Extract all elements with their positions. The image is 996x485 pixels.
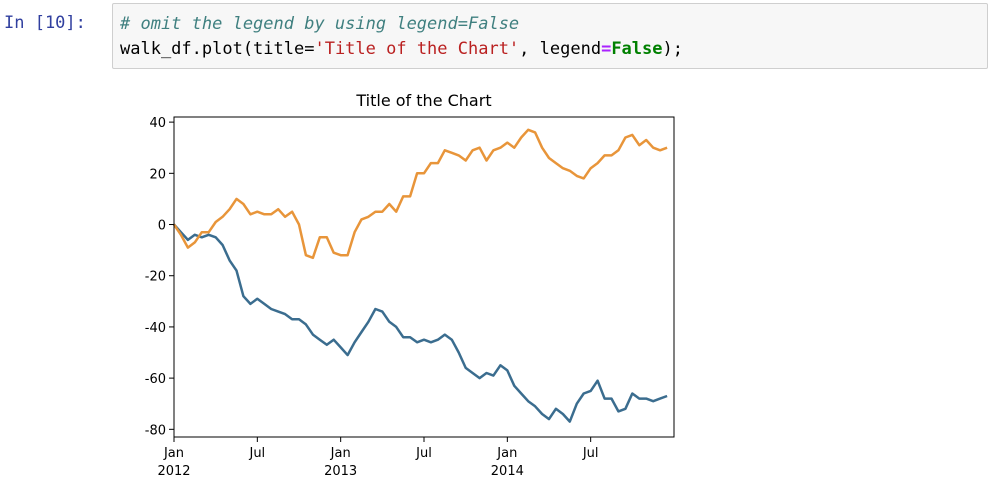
line-chart: Title of the Chart 40 20 0 -20 -40 -60 -80 Jan…: [145, 91, 675, 479]
series-layer: [172, 128, 668, 423]
x-tick-label: Jan: [163, 446, 184, 461]
code-comment: # omit the legend by using legend=False: [120, 14, 520, 34]
x-axis: Jan 2012 Jul Jan 2013 Jul Jan 2014 Jul: [157, 437, 599, 479]
series-line-2: [172, 128, 668, 260]
code-string-literal: 'Title of the Chart': [314, 39, 520, 59]
x-tick-label: Jan: [330, 446, 351, 461]
y-axis: 40 20 0 -20 -40 -60 -80: [145, 116, 174, 438]
series-line-1: [173, 223, 668, 423]
y-tick-label: -60: [145, 372, 166, 387]
plot-frame: [173, 116, 675, 438]
code-operator: =: [601, 39, 612, 59]
x-tick-label: Jul: [582, 446, 599, 461]
code-mid: , legend: [519, 39, 602, 59]
chart-title: Title of the Chart: [355, 91, 491, 110]
y-tick-label: -80: [145, 423, 166, 438]
y-tick-label: -20: [145, 270, 166, 285]
x-tick-label: Jul: [248, 446, 265, 461]
y-tick-label: 0: [158, 219, 166, 234]
code-prefix: walk_df.plot(title=: [120, 39, 315, 59]
x-tick-sublabel: 2014: [491, 464, 524, 479]
x-tick-sublabel: 2012: [157, 464, 190, 479]
x-tick-label: Jul: [415, 446, 432, 461]
x-tick-label: Jan: [496, 446, 517, 461]
y-tick-label: 20: [149, 167, 166, 182]
y-tick-label: 40: [149, 116, 166, 131]
code-keyword: False: [611, 39, 663, 59]
cell-prompt: In [10]:: [4, 13, 86, 33]
code-suffix: );: [662, 39, 683, 59]
x-tick-sublabel: 2013: [324, 464, 357, 479]
code-cell-input[interactable]: # omit the legend by using legend=False …: [112, 3, 988, 69]
chart-output: Title of the Chart 40 20 0 -20 -40 -60 -80 Jan…: [112, 80, 692, 485]
y-tick-label: -40: [145, 321, 166, 336]
